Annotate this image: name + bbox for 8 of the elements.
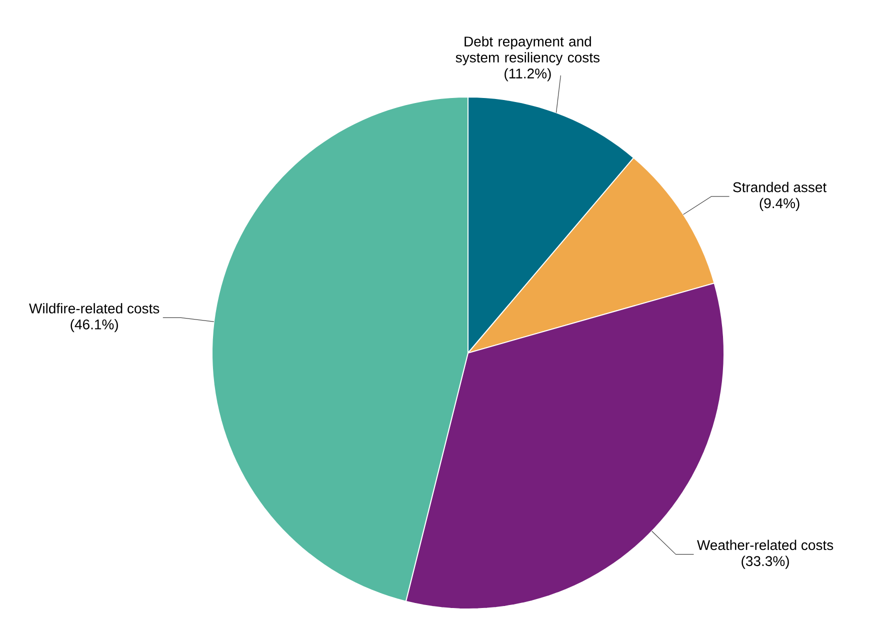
slice-label: Stranded asset (733, 182, 827, 192)
slice-label: Weather-related costs (697, 540, 834, 550)
data-label: (9.4%) (760, 198, 800, 211)
data-label: (11.2%) (504, 68, 551, 82)
data-label: (46.1%) (70, 319, 118, 332)
slice-label: Debt repayment and system resiliency costs (456, 36, 600, 66)
slice-label: Wildfire-related costs (29, 303, 160, 314)
data-label: (33.3%) (742, 556, 789, 569)
